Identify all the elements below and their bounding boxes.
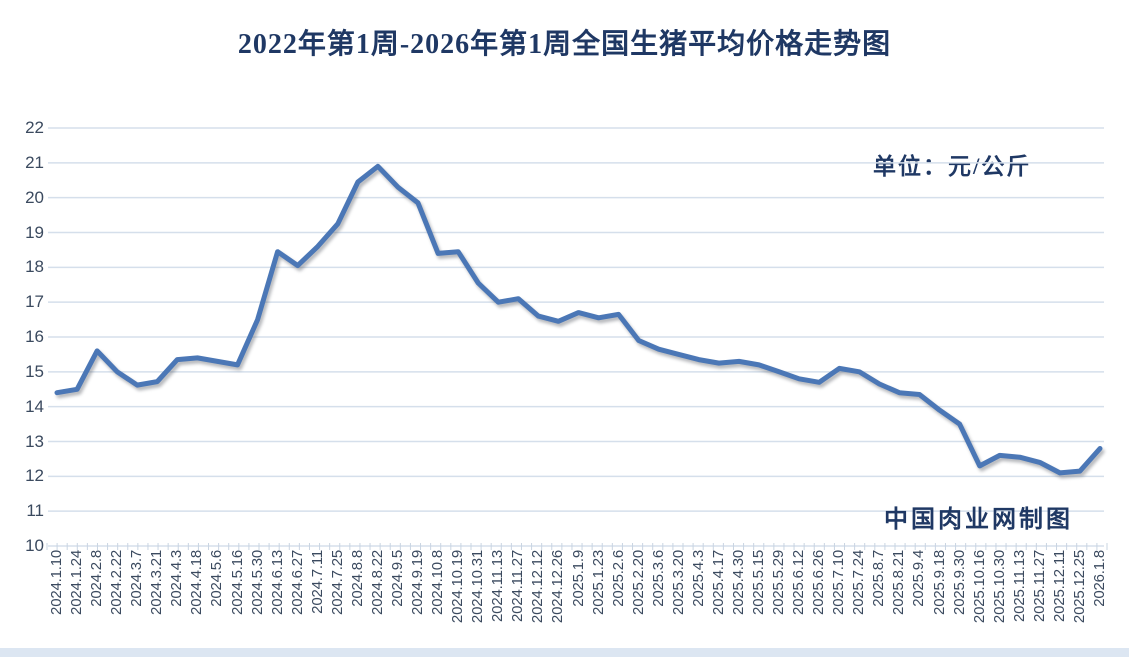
x-axis-label: 2024.2.22 [108,550,126,615]
x-axis-label: 2024.9.19 [409,550,427,615]
x-axis-label: 2024.12.26 [549,550,567,624]
x-axis-label: 2025.8.7 [870,550,888,607]
credit-annotation: 中国肉业网制图 [884,507,1073,533]
x-axis-label: 2024.2.8 [88,550,106,607]
x-axis-label: 2024.4.3 [168,550,186,607]
x-axis-label: 2025.12.25 [1070,550,1088,624]
x-axis-label: 2024.11.27 [509,550,527,622]
unit-annotation: 单位：元/公斤 [873,154,1032,179]
x-axis-label: 2024.5.16 [228,550,246,615]
x-axis-label: 2025.8.21 [890,550,908,615]
x-axis-label: 2025.9.18 [930,550,948,615]
x-axis-label: 2025.11.13 [1010,550,1028,622]
x-axis-label: 2025.7.10 [830,550,848,615]
x-axis-label: 2024.5.6 [208,550,226,607]
y-axis-label: 15 [25,361,44,381]
chart-title: 2022年第1周-2026年第1周全国生猪平均价格走势图 [237,29,892,60]
x-axis-label: 2025.4.30 [729,550,747,615]
x-axis-label: 2025.7.24 [850,550,868,615]
x-axis-label: 2025.4.3 [689,550,707,607]
x-axis-label: 2025.10.30 [990,550,1008,624]
y-axis-label: 17 [25,292,44,312]
x-axis-label: 2024.7.25 [328,550,346,615]
x-axis-label: 2024.8.22 [368,550,386,615]
x-axis-label: 2024.8.8 [348,550,366,607]
x-axis-label: 2024.10.31 [469,550,487,624]
x-axis-ticks [46,543,1108,550]
x-axis-label: 2025.1.9 [569,550,587,607]
y-axis-label: 14 [25,396,44,416]
x-axis-label: 2024.6.27 [288,550,306,615]
x-axis-label: 2025.2.6 [609,550,627,607]
y-axis-label: 13 [25,431,44,451]
x-axis-label: 2026.1.8 [1091,550,1108,607]
x-axis-label: 2025.2.20 [629,550,647,615]
x-axis-label: 2025.12.11 [1050,550,1068,622]
x-axis-label: 2024.11.13 [489,550,507,622]
x-axis-label: 2024.12.12 [529,550,547,624]
x-axis-label: 2024.10.8 [429,550,447,615]
x-axis-label: 2024.9.5 [388,550,406,607]
price-line [54,163,1103,476]
x-axis-label: 2024.3.7 [128,550,146,607]
x-axis-label: 2025.9.4 [910,550,928,607]
x-axis-label: 2024.6.13 [268,550,286,615]
bottom-strip [0,648,1129,657]
y-axis-label: 18 [25,257,44,277]
x-axis-label: 2024.1.24 [68,550,86,615]
x-axis-label: 2025.5.15 [750,550,768,615]
y-axis-label: 20 [25,187,44,207]
x-axis-label: 2024.5.30 [248,550,266,615]
x-axis-label: 2025.6.26 [810,550,828,615]
x-axis-label: 2024.7.11 [308,550,326,614]
x-axis-label: 2024.1.10 [48,550,65,615]
x-axis-label: 2025.11.27 [1030,550,1048,622]
x-axis-label: 2025.10.16 [970,550,988,624]
y-axis-label: 12 [25,466,44,486]
gridlines [48,127,1104,547]
x-axis-label: 2025.6.12 [790,550,808,615]
x-axis-label: 2025.3.20 [669,550,687,615]
y-axis-label: 22 [25,118,44,137]
x-axis-label: 2024.3.21 [148,550,166,615]
y-axis-label: 19 [25,222,44,242]
y-axis-label: 21 [25,152,44,172]
x-axis-label: 2024.4.18 [188,550,206,615]
x-axis-label: 2024.10.19 [449,550,467,624]
y-axis-label: 11 [26,501,44,521]
x-axis-label: 2025.9.30 [950,550,968,615]
x-axis-label: 2025.5.29 [770,550,788,615]
y-axis-label: 16 [25,327,44,346]
y-axis-label: 10 [25,536,44,555]
x-axis-label: 2025.4.17 [709,550,727,615]
x-axis-label: 2025.3.6 [649,550,667,607]
x-axis-label: 2025.1.23 [589,550,607,615]
